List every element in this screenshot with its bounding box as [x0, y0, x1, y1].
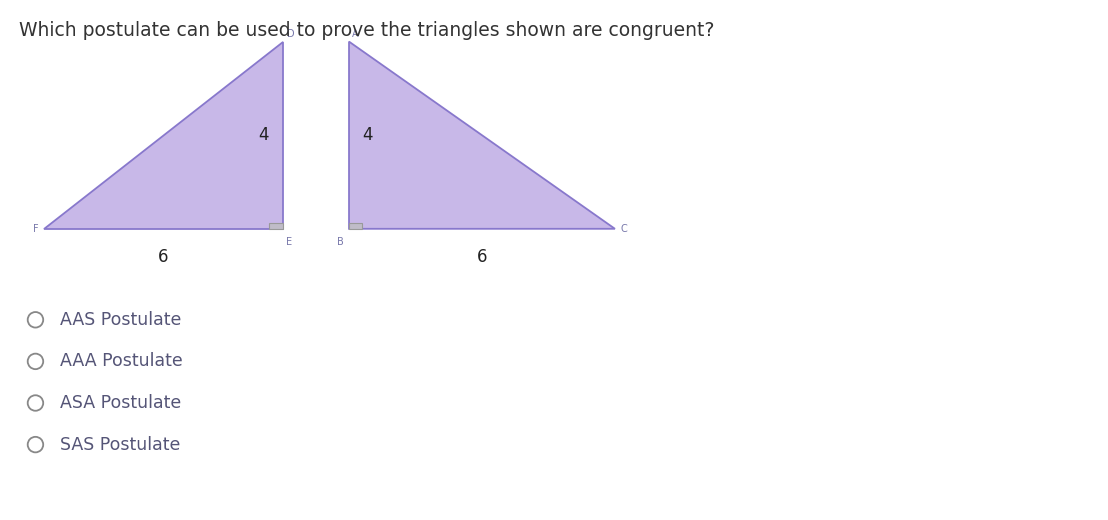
Text: AAS Postulate: AAS Postulate [60, 311, 182, 329]
Polygon shape [349, 42, 615, 229]
Bar [269, 223, 283, 229]
Text: C: C [620, 224, 627, 234]
Bar [349, 223, 362, 229]
Polygon shape [44, 42, 283, 229]
Text: Which postulate can be used to prove the triangles shown are congruent?: Which postulate can be used to prove the… [19, 21, 715, 40]
Text: E: E [286, 237, 293, 246]
Text: 4: 4 [362, 126, 372, 144]
Text: ASA Postulate: ASA Postulate [60, 394, 181, 412]
Text: D: D [287, 29, 295, 39]
Text: 4: 4 [259, 126, 269, 144]
Text: F: F [33, 224, 39, 234]
Text: B: B [337, 237, 343, 246]
Text: 6: 6 [476, 249, 488, 266]
Text: AAA Postulate: AAA Postulate [60, 353, 183, 370]
Text: 6: 6 [158, 249, 168, 266]
Text: A: A [352, 29, 359, 39]
Text: SAS Postulate: SAS Postulate [60, 436, 181, 453]
